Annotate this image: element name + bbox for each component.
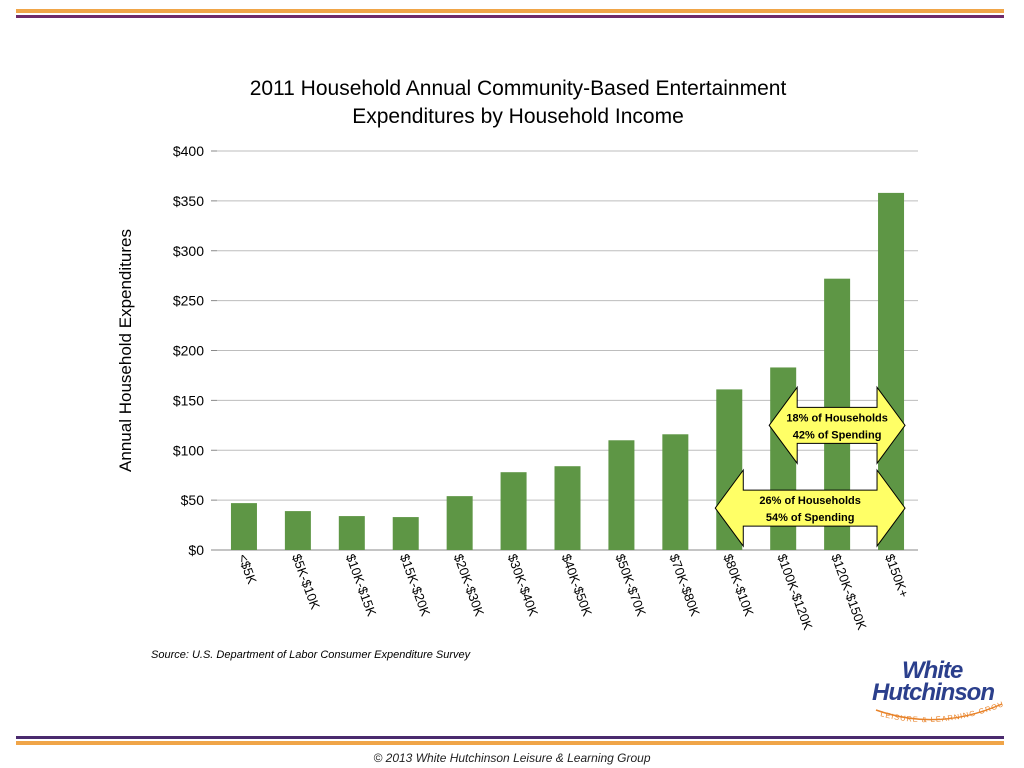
x-tick-label: $40K-$50K bbox=[559, 552, 595, 619]
x-tick-label: $10K-$15K bbox=[343, 552, 379, 619]
bottom-purple-rule bbox=[16, 736, 1004, 739]
annotation-label: 18% of Households bbox=[786, 412, 887, 424]
top-purple-rule bbox=[16, 15, 1004, 18]
y-tick-label: $250 bbox=[173, 293, 204, 309]
annotation-label: 54% of Spending bbox=[766, 512, 855, 524]
bar bbox=[446, 496, 473, 550]
source-note: Source: U.S. Department of Labor Consume… bbox=[151, 649, 471, 661]
bar bbox=[284, 511, 311, 550]
bar bbox=[338, 516, 365, 550]
x-tick-label: $5K-$10K bbox=[289, 552, 323, 612]
chart-title-line: 2011 Household Annual Community-Based En… bbox=[250, 77, 787, 100]
bar bbox=[230, 503, 257, 550]
bottom-orange-rule bbox=[16, 741, 1004, 745]
y-tick-label: $300 bbox=[173, 243, 204, 259]
chart-title-line: Expenditures by Household Income bbox=[352, 105, 684, 128]
y-tick-label: $150 bbox=[173, 392, 204, 408]
logo-line1: White bbox=[902, 657, 963, 684]
x-tick-label: $120K-$150K bbox=[828, 552, 869, 632]
y-tick-label: $100 bbox=[173, 442, 204, 458]
bar bbox=[662, 434, 689, 550]
logo-line2: Hutchinson bbox=[872, 679, 994, 706]
bar bbox=[554, 466, 581, 550]
x-tick-label: $20K-$30K bbox=[451, 552, 487, 619]
annotation-label: 26% of Households bbox=[759, 495, 860, 507]
bar-chart: 2011 Household Annual Community-Based En… bbox=[116, 77, 918, 632]
y-tick-label: $350 bbox=[173, 193, 204, 209]
top-orange-rule bbox=[16, 9, 1004, 13]
annotation-label: 42% of Spending bbox=[793, 429, 882, 441]
bar bbox=[392, 517, 419, 550]
annotation-arrow bbox=[768, 385, 906, 465]
x-tick-label: $100K-$120K bbox=[774, 552, 815, 632]
x-tick-label: $50K-$70K bbox=[613, 552, 649, 619]
bar bbox=[608, 440, 635, 550]
y-axis-label: Annual Household Expenditures bbox=[116, 229, 135, 472]
x-tick-label: $150K+ bbox=[882, 552, 912, 600]
y-tick-label: $50 bbox=[181, 492, 205, 508]
logo-swoosh bbox=[875, 703, 1003, 721]
white-hutchinson-logo: White Hutchinson LEISURE & LEARNING GROU… bbox=[868, 652, 1004, 724]
copyright-footer: © 2013 White Hutchinson Leisure & Learni… bbox=[373, 751, 651, 765]
x-tick-label: <$5K bbox=[235, 552, 260, 586]
y-tick-label: $200 bbox=[173, 343, 204, 359]
x-tick-label: $70K-$80K bbox=[667, 552, 703, 619]
x-tick-label: $30K-$40K bbox=[505, 552, 541, 619]
x-tick-label: $80K-$10K bbox=[720, 552, 756, 619]
y-tick-label: $0 bbox=[188, 542, 204, 558]
x-tick-label: $15K-$20K bbox=[397, 552, 433, 619]
y-tick-label: $400 bbox=[173, 143, 204, 159]
annotation-arrow bbox=[714, 468, 906, 548]
bar bbox=[500, 472, 527, 550]
